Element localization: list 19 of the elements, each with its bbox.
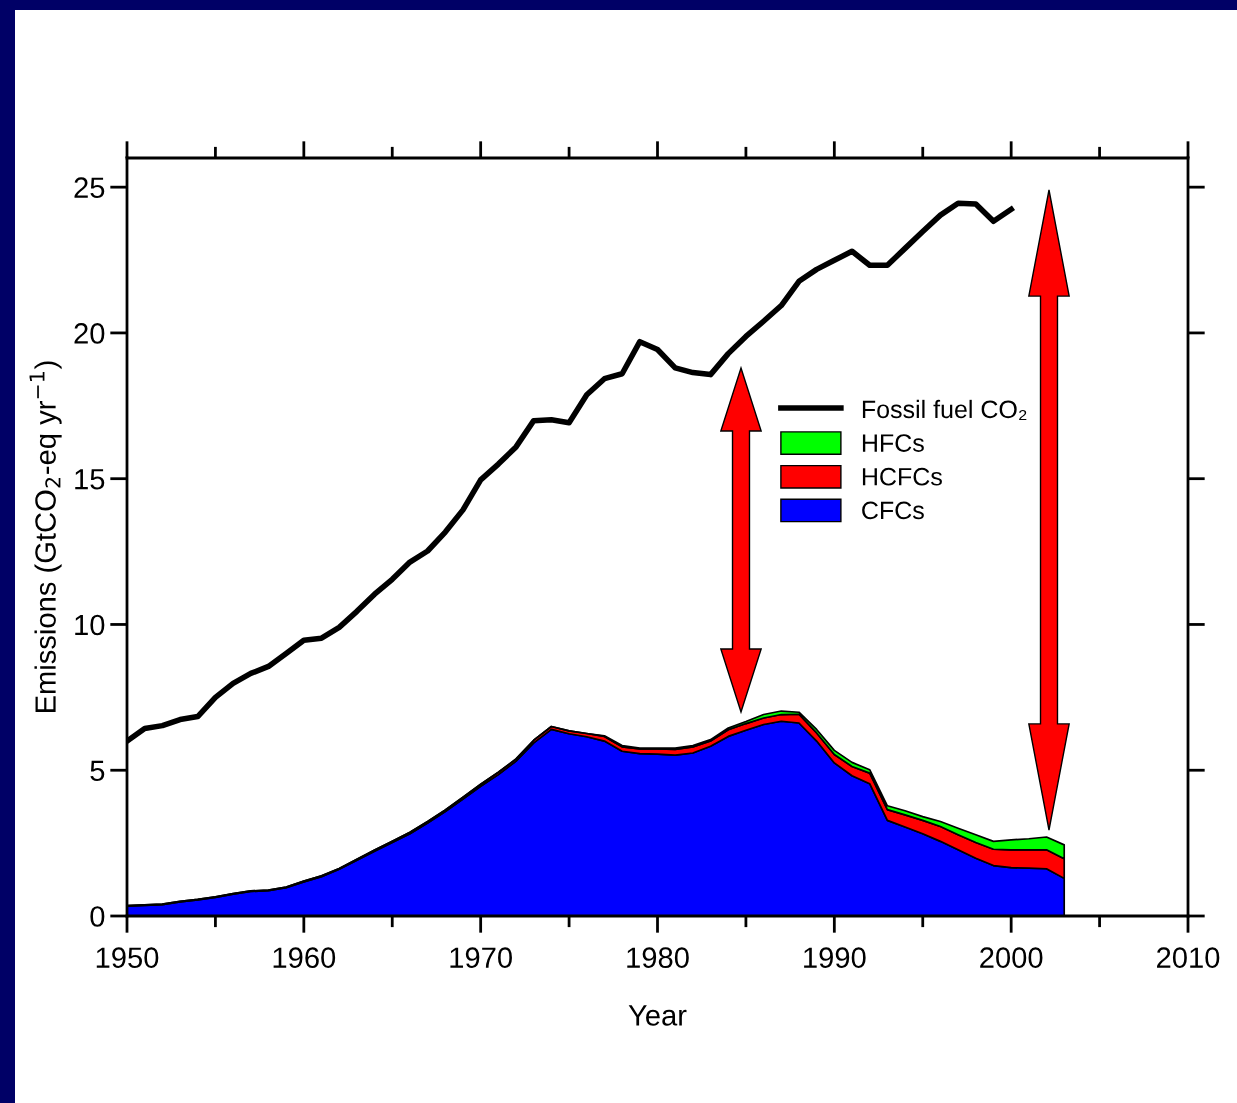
x-axis-title: Year [628,1005,687,1026]
legend-label: HCFCs [862,467,942,486]
y-tick-label: 25 [74,177,105,199]
x-tick-label: 2000 [980,947,1043,968]
x-tick-label: 1990 [804,947,866,968]
legend-label: Fossil fuel CO₂ [862,399,1027,421]
y-tick-label: 15 [75,469,105,490]
x-tick-label: 2010 [1157,947,1220,968]
x-tick-label: 1960 [273,947,336,968]
x-tick-label: 1980 [627,947,689,968]
y-tick-label: 5 [90,760,105,782]
legend-label: HFCs [862,434,924,452]
y-tick-label: 10 [75,614,105,636]
x-tick-label: 1970 [450,947,512,968]
y-tick-label: 20 [74,323,105,344]
y-tick-label: 0 [90,906,105,927]
x-tick-label: 1950 [96,947,159,968]
y-axis-title: Emissions (GtCO$_{2}$-eq yr$^{−1}$) [29,361,62,713]
legend-label: CFCs [862,501,924,520]
